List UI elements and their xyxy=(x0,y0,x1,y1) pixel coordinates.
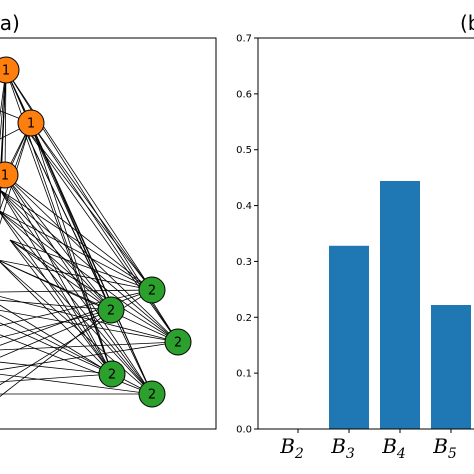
network-edge xyxy=(0,189,179,343)
y-tick-label: 0.6 xyxy=(236,89,252,100)
network-node-label: 2 xyxy=(174,336,182,351)
network-edge xyxy=(9,239,153,291)
network-edge xyxy=(0,289,153,293)
network-node xyxy=(138,276,166,304)
network-node-label: 1 xyxy=(2,64,10,79)
y-tick-label: 0.0 xyxy=(236,425,252,436)
network-edge xyxy=(0,314,153,395)
y-tick-label: 0.2 xyxy=(236,313,252,324)
x-axis-ticks: B2 B3 B4 B5 xyxy=(279,429,457,462)
network-node-label: 2 xyxy=(108,368,116,383)
network-edge xyxy=(0,373,113,383)
network-edge xyxy=(30,122,153,291)
network-edge xyxy=(0,309,112,397)
network-node xyxy=(97,296,125,324)
network-frame xyxy=(0,37,217,430)
network-node xyxy=(98,360,126,388)
network-node xyxy=(17,109,45,137)
network-edge xyxy=(4,69,7,176)
network-node xyxy=(164,328,192,356)
network-edge xyxy=(0,211,153,395)
x-tick-label: B2 xyxy=(279,434,304,462)
network-edge xyxy=(0,69,7,143)
network-edge xyxy=(0,309,112,338)
network-edge xyxy=(4,174,112,311)
network-edge xyxy=(0,334,153,395)
x-tick-label: B3 xyxy=(330,434,355,462)
network-edge xyxy=(4,174,113,375)
network-edge xyxy=(19,119,153,291)
network-node-label: 1 xyxy=(27,117,35,132)
network-edge xyxy=(0,296,179,343)
network-edge xyxy=(5,69,153,291)
network-node xyxy=(0,161,19,189)
network-edge xyxy=(0,212,113,375)
y-tick-label: 0.4 xyxy=(236,201,252,212)
network-edge xyxy=(4,174,153,395)
network-edge xyxy=(0,261,153,395)
y-tick-label: 0.3 xyxy=(236,257,252,268)
network-edge xyxy=(19,119,113,375)
network-edge xyxy=(9,239,113,375)
network-edge xyxy=(9,239,112,311)
panel-label-b: (b) xyxy=(460,11,474,35)
network-node-label: 1 xyxy=(1,169,9,184)
network-edge xyxy=(0,304,113,375)
network-edge xyxy=(0,341,179,371)
network-edge xyxy=(0,211,112,311)
network-panel: 1 1 1 2 2 2 2 2 xyxy=(0,37,217,430)
network-edge xyxy=(0,299,112,311)
network-edge xyxy=(0,69,7,215)
network-edge xyxy=(0,260,179,343)
bar xyxy=(380,180,420,429)
panel-label-a: (a) xyxy=(0,11,20,35)
bar-chart-panel: 0.0 0.1 0.2 0.3 0.4 0.5 0.6 0.7 B2 B3 B4 B5 xyxy=(236,34,474,462)
y-tick-label: 0.1 xyxy=(236,369,252,380)
x-tick-label: B4 xyxy=(381,434,406,462)
network-node xyxy=(0,56,20,84)
network-node xyxy=(138,380,166,408)
y-axis-ticks: 0.0 0.1 0.2 0.3 0.4 0.5 0.6 0.7 xyxy=(236,34,258,436)
network-node-label: 2 xyxy=(148,388,156,403)
network-edge xyxy=(0,189,153,291)
network-edge xyxy=(0,289,153,326)
x-tick-label: B5 xyxy=(432,434,457,462)
network-edges xyxy=(0,69,179,397)
network-edge xyxy=(0,309,179,343)
bar xyxy=(431,304,471,429)
network-edge xyxy=(0,259,153,291)
network-nodes: 1 1 1 2 2 2 2 2 xyxy=(0,56,192,408)
network-node-label: 2 xyxy=(148,284,156,299)
network-edge xyxy=(0,322,113,375)
network-edge xyxy=(0,210,153,291)
network-edge xyxy=(0,210,179,343)
network-edge xyxy=(0,189,113,375)
network-edge xyxy=(0,361,113,375)
network-edge xyxy=(30,122,179,343)
network-edge xyxy=(19,119,179,343)
y-tick-label: 0.5 xyxy=(236,145,252,156)
network-edge xyxy=(0,309,112,358)
network-edge xyxy=(0,289,153,346)
plot-frame xyxy=(257,37,474,430)
bar xyxy=(329,245,369,429)
bars xyxy=(329,180,471,429)
network-edge xyxy=(0,373,153,395)
network-node-label: 2 xyxy=(107,304,115,319)
y-tick-label: 0.7 xyxy=(236,34,252,45)
network-edge xyxy=(0,341,179,351)
network-edge xyxy=(19,119,153,395)
